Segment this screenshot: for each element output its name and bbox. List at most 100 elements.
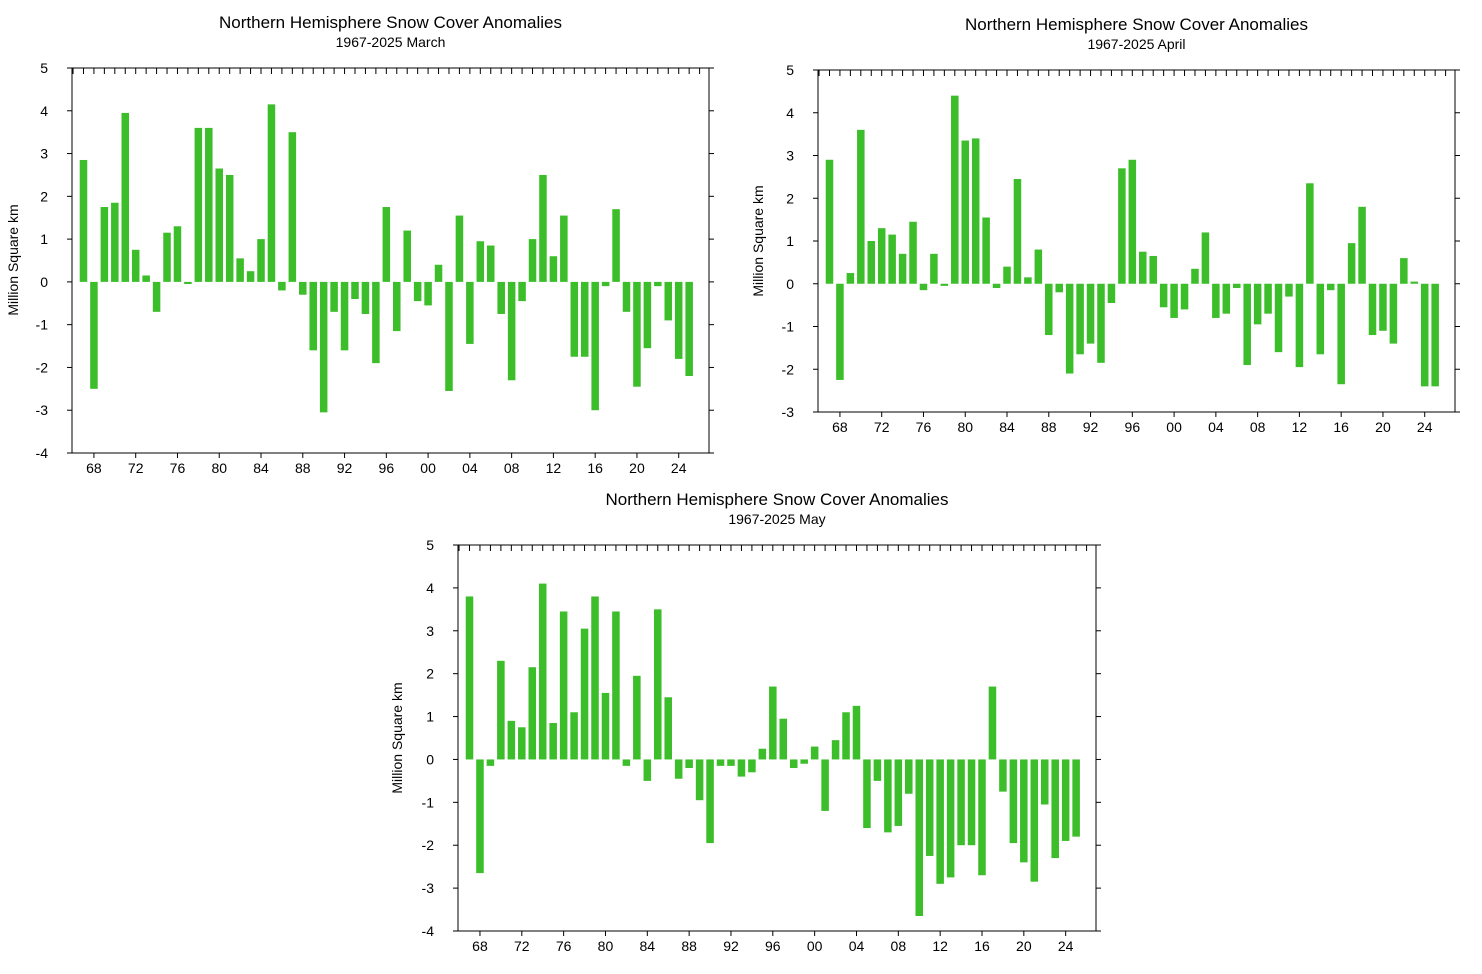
bar-2001 [434,264,443,282]
bar-1998 [403,230,411,282]
bar-2006 [873,759,882,781]
bar-2024 [1061,759,1070,841]
bar-1967 [825,159,834,284]
bar-1974 [152,281,161,312]
chart-title: Northern Hemisphere Snow Cover Anomalies [606,490,949,509]
bar-2000 [810,746,819,760]
bar-2021 [1389,283,1398,344]
bar-2019 [1009,759,1018,844]
chart-may-svg: Northern Hemisphere Snow Cover Anomalies… [389,490,1101,954]
bar-1997 [1139,251,1147,284]
bar-2020 [1020,759,1028,863]
bar-1991 [330,281,338,312]
y-axis-label-group: Million Square km [5,204,21,315]
x-tick-label: 12 [1292,419,1308,435]
bar-2020 [1379,283,1387,331]
bar-2021 [643,281,652,349]
x-tick-label: 12 [932,938,948,954]
x-tick-label: 04 [849,938,865,954]
bar-1989 [1055,283,1063,293]
y-tick-label: -4 [422,923,435,939]
bar-1979 [591,596,599,760]
bar-2013 [560,215,568,282]
bar-1984 [1003,266,1011,284]
bar-1977 [570,712,578,760]
x-tick-label: 88 [681,938,697,954]
bar-1978 [194,127,203,282]
x-tick-label: 76 [170,460,186,476]
bar-1976 [173,226,182,282]
y-tick-label: -2 [782,361,795,377]
y-tick-label: 2 [426,666,434,682]
bar-2017 [601,281,610,287]
y-tick-label: 2 [40,188,48,204]
bar-1989 [695,759,704,801]
x-tick-label: 24 [671,460,687,476]
plot-frame [71,67,710,454]
bar-2004 [852,705,861,760]
y-axis-label: Million Square km [750,185,766,296]
bar-2000 [424,281,432,306]
y-axis-label-group: Million Square km [750,185,766,296]
bar-2002 [831,740,840,760]
bar-2007 [884,759,892,833]
bar-1990 [706,759,714,844]
bar-2022 [1400,258,1408,284]
bar-2001 [821,759,829,811]
bar-2011 [539,174,547,282]
bar-2016 [1337,283,1345,385]
bar-1985 [267,104,276,282]
bar-1972 [518,727,526,760]
y-tick-label: 2 [786,190,794,206]
bar-2014 [570,281,579,357]
bar-1990 [1065,283,1074,374]
bar-2015 [580,281,589,357]
x-tick-label: 24 [1058,938,1074,954]
x-tick-label: 76 [916,419,932,435]
chart-title: Northern Hemisphere Snow Cover Anomalies [219,13,562,32]
bar-1981 [225,174,234,282]
bar-2011 [1285,283,1293,297]
y-tick-label: 0 [786,276,794,292]
y-tick-label: 3 [426,623,434,639]
x-tick-label: 80 [598,938,614,954]
bar-1971 [867,241,876,284]
y-tick-label: 1 [40,231,48,247]
x-tick-label: 84 [640,938,656,954]
x-tick-label: 16 [587,460,603,476]
x-tick-label: 92 [1083,419,1099,435]
bar-1998 [789,759,798,769]
x-tick-label: 08 [891,938,907,954]
bar-1973 [142,275,150,282]
x-tick-label: 68 [472,938,488,954]
bar-1983 [246,271,255,282]
bar-1990 [319,281,328,413]
y-tick-label: 5 [426,537,434,553]
bar-2018 [612,209,620,282]
bar-2015 [967,759,976,846]
bar-1995 [372,281,380,364]
bar-1994 [1107,283,1116,303]
bar-2009 [518,281,526,302]
bar-1995 [1118,168,1126,284]
bar-1975 [909,221,917,284]
bar-2023 [664,281,673,321]
bar-2020 [633,281,641,387]
y-tick-label: -1 [36,317,49,333]
bar-2003 [1201,232,1210,284]
y-tick-label: -3 [36,402,49,418]
y-tick-label: 4 [426,580,434,596]
x-tick-label: 20 [1375,419,1391,435]
chart-title: Northern Hemisphere Snow Cover Anomalies [965,15,1308,34]
bar-1976 [559,611,568,760]
bar-1984 [257,239,265,282]
chart-may: Northern Hemisphere Snow Cover Anomalies… [370,487,1111,974]
bar-1983 [633,675,641,760]
bar-1975 [163,232,171,282]
y-tick-label: -2 [422,837,435,853]
bar-2008 [1253,283,1262,325]
bar-1969 [486,759,495,766]
bar-1989 [309,281,317,351]
y-tick-label: 4 [40,103,48,119]
bar-1972 [877,228,886,284]
